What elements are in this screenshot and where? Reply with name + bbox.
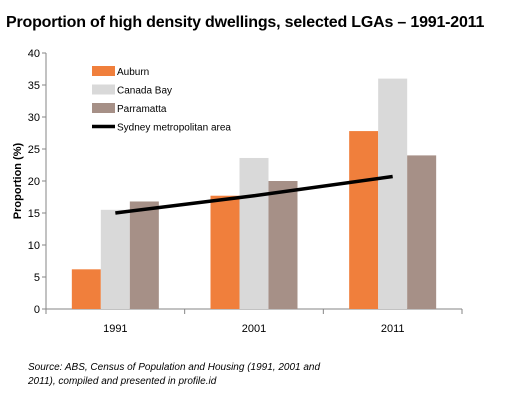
bars: [71, 78, 437, 309]
x-tick-label: 2011: [381, 323, 405, 335]
bar-canada-bay-1991: [100, 209, 130, 309]
y-axis-title-group: Proportion (%): [12, 142, 24, 219]
y-axis-title: Proportion (%): [12, 142, 24, 219]
y-tick-label: 20: [28, 176, 40, 188]
y-tick-label: 40: [28, 48, 40, 60]
legend-swatch-canada-bay: [92, 84, 115, 95]
y-tick-label: 10: [28, 240, 40, 252]
bar-auburn-1991: [71, 269, 101, 309]
y-tick-label: 30: [28, 112, 40, 124]
y-tick-label: 0: [34, 304, 40, 316]
line-series: [115, 174, 393, 215]
bar-parramatta-2011: [407, 155, 437, 309]
x-tick-labels: 1991 2001 2011: [103, 323, 404, 335]
legend-label-parramatta: Parramatta: [117, 104, 167, 115]
y-tick-label: 5: [34, 272, 40, 284]
y-tick-label: 25: [28, 144, 40, 156]
legend: Auburn Canada Bay Parramatta Sydney metropo…: [92, 66, 231, 134]
legend-label-sydney-metropolitan-area: Sydney metropolitan area: [117, 123, 231, 134]
bar-canada-bay-2001: [239, 157, 269, 309]
legend-swatch-parramatta: [92, 103, 115, 113]
bar-parramatta-2001: [268, 181, 298, 309]
source-note: Source: ABS, Census of Population and Ho…: [28, 362, 321, 387]
y-tick-label: 15: [28, 208, 40, 220]
bar-auburn-2001: [210, 195, 240, 309]
y-tick-label: 35: [28, 80, 40, 92]
x-tick-label: 2001: [242, 323, 266, 335]
y-tick-labels: 0 5 10 15 20 25 30 35 40: [28, 48, 40, 316]
legend-swatch-auburn: [92, 66, 115, 76]
chart-title: Proportion of high density dwellings, se…: [6, 14, 485, 31]
legend-label-auburn: Auburn: [117, 67, 149, 78]
bar-auburn-2011: [349, 131, 379, 309]
bar-parramatta-1991: [129, 201, 159, 309]
bar-canada-bay-2011: [378, 78, 408, 309]
x-tick-label: 1991: [103, 323, 127, 335]
legend-label-canada-bay: Canada Bay: [117, 86, 172, 97]
line-sydney-metropolitan-area: [115, 174, 393, 215]
